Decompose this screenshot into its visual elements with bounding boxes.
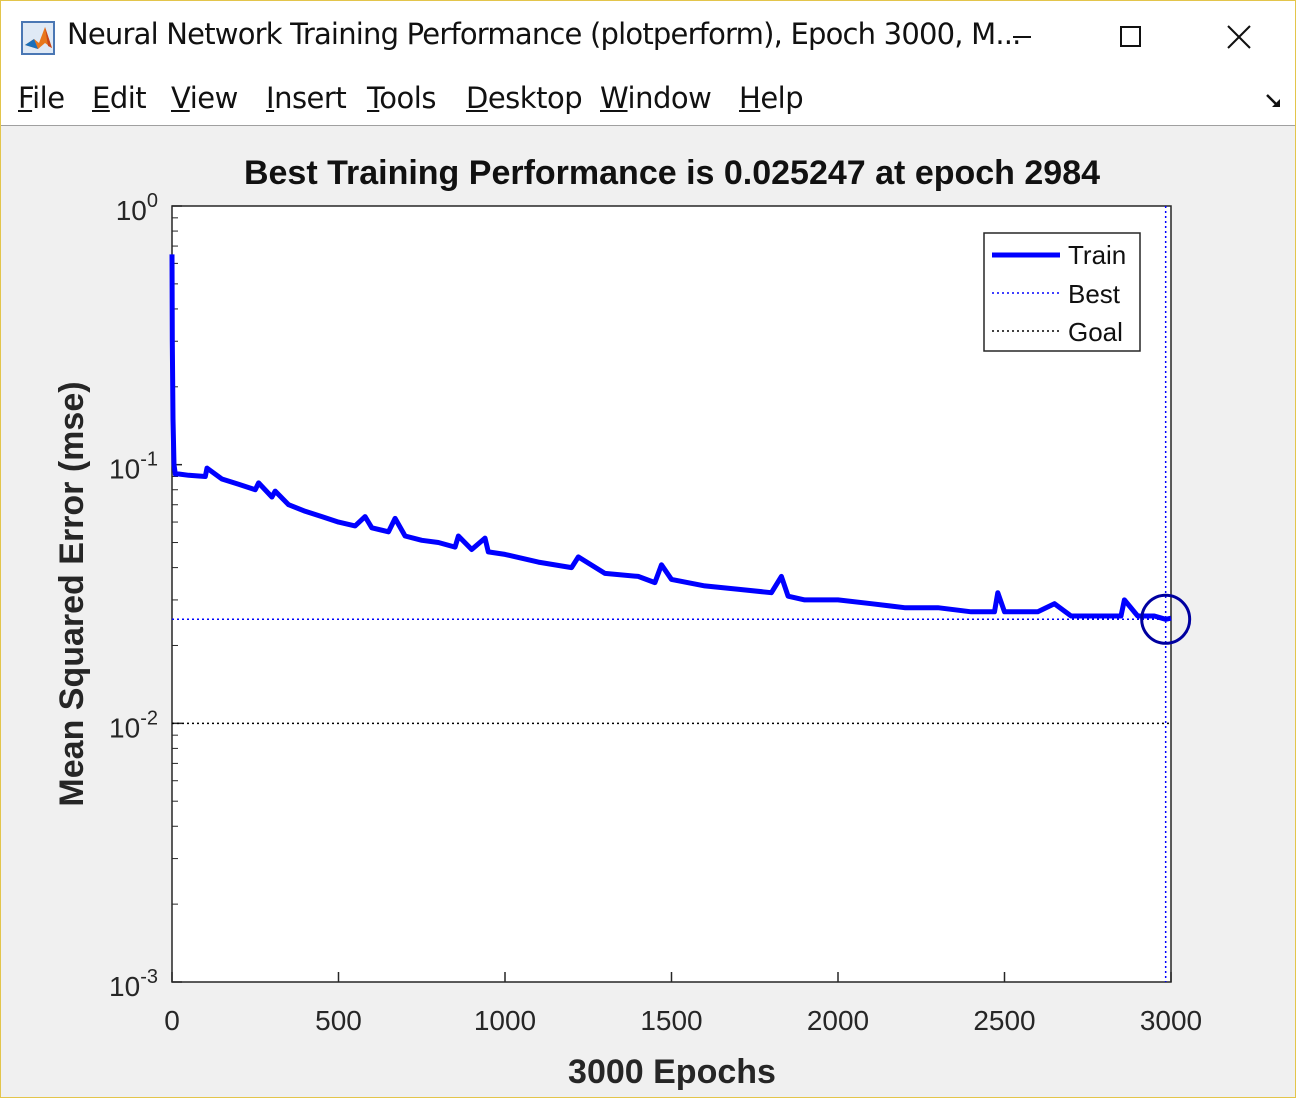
menu-insert-label: nsert — [274, 81, 347, 115]
x-axis-label: 3000 Epochs — [568, 1053, 776, 1091]
chart-title: Best Training Performance is 0.025247 at… — [244, 154, 1100, 192]
menu-file-accel: F — [18, 81, 33, 115]
maximize-icon — [1120, 26, 1141, 47]
y-axis-label: Mean Squared Error (mse) — [53, 381, 91, 806]
menu-help[interactable]: Help — [739, 81, 804, 115]
close-icon — [1227, 25, 1251, 49]
menu-desktop-label: esktop — [487, 81, 583, 115]
x-tick-label: 1500 — [640, 1005, 702, 1036]
best-marker — [1140, 593, 1192, 645]
menu-tools[interactable]: Tools — [367, 81, 436, 115]
legend-best-label: Best — [1068, 279, 1121, 309]
maximize-button[interactable] — [1076, 1, 1184, 73]
figure-area: 0 500 1000 1500 2000 2500 3000 100 10-1 10-2 10-3… — [1, 126, 1295, 1097]
minimize-icon — [1013, 36, 1031, 38]
menu-edit-label: dit — [109, 81, 147, 115]
legend-train-label: Train — [1068, 240, 1126, 270]
menu-window[interactable]: Window — [600, 81, 712, 115]
train-line — [169, 254, 1172, 622]
close-button[interactable] — [1184, 1, 1292, 73]
menu-insert[interactable]: Insert — [266, 81, 347, 115]
menu-bar: File Edit View Insert Tools Desktop Wind… — [1, 73, 1295, 126]
y-tick-label: 10-3 — [109, 966, 158, 1002]
menu-tools-label: ools — [379, 81, 436, 115]
x-tick-label: 2000 — [807, 1005, 869, 1036]
menu-insert-accel: I — [266, 81, 275, 115]
legend-goal-label: Goal — [1068, 317, 1123, 347]
y-tick-label: 10-1 — [109, 449, 158, 485]
dock-arrow-icon[interactable] — [1263, 91, 1285, 113]
y-tick-label: 10-2 — [109, 707, 158, 743]
menu-view-label: iew — [189, 81, 239, 115]
x-tick-label: 1000 — [474, 1005, 536, 1036]
x-ticks: 0 500 1000 1500 2000 2500 3000 — [164, 972, 1202, 1036]
menu-file-label: ile — [32, 81, 65, 115]
matlab-icon[interactable] — [21, 21, 55, 55]
y-tick-label: 100 — [116, 190, 158, 226]
menu-edit[interactable]: Edit — [92, 81, 147, 115]
menu-view[interactable]: View — [171, 81, 238, 115]
x-tick-label: 500 — [315, 1005, 362, 1036]
menu-window-accel: W — [600, 81, 628, 115]
menu-desktop[interactable]: Desktop — [466, 81, 583, 115]
x-tick-label: 3000 — [1140, 1005, 1202, 1036]
legend: Train Best Goal — [983, 232, 1141, 352]
minimize-button[interactable] — [968, 1, 1076, 73]
title-bar: Neural Network Training Performance (plo… — [1, 1, 1295, 73]
menu-desktop-accel: D — [466, 81, 488, 115]
menu-view-accel: V — [171, 81, 190, 115]
x-tick-label: 0 — [164, 1005, 180, 1036]
menu-tools-accel: T — [367, 81, 380, 115]
menu-help-accel: H — [739, 81, 761, 115]
x-tick-label: 2500 — [973, 1005, 1035, 1036]
window-title: Neural Network Training Performance (plo… — [67, 17, 1021, 51]
menu-help-label: elp — [760, 81, 804, 115]
menu-window-label: indow — [627, 81, 712, 115]
menu-edit-accel: E — [92, 81, 110, 115]
series-layer — [169, 206, 1192, 982]
performance-chart: 0 500 1000 1500 2000 2500 3000 100 10-1 10-2 10-3… — [53, 154, 1202, 1091]
menu-file[interactable]: File — [18, 81, 65, 115]
